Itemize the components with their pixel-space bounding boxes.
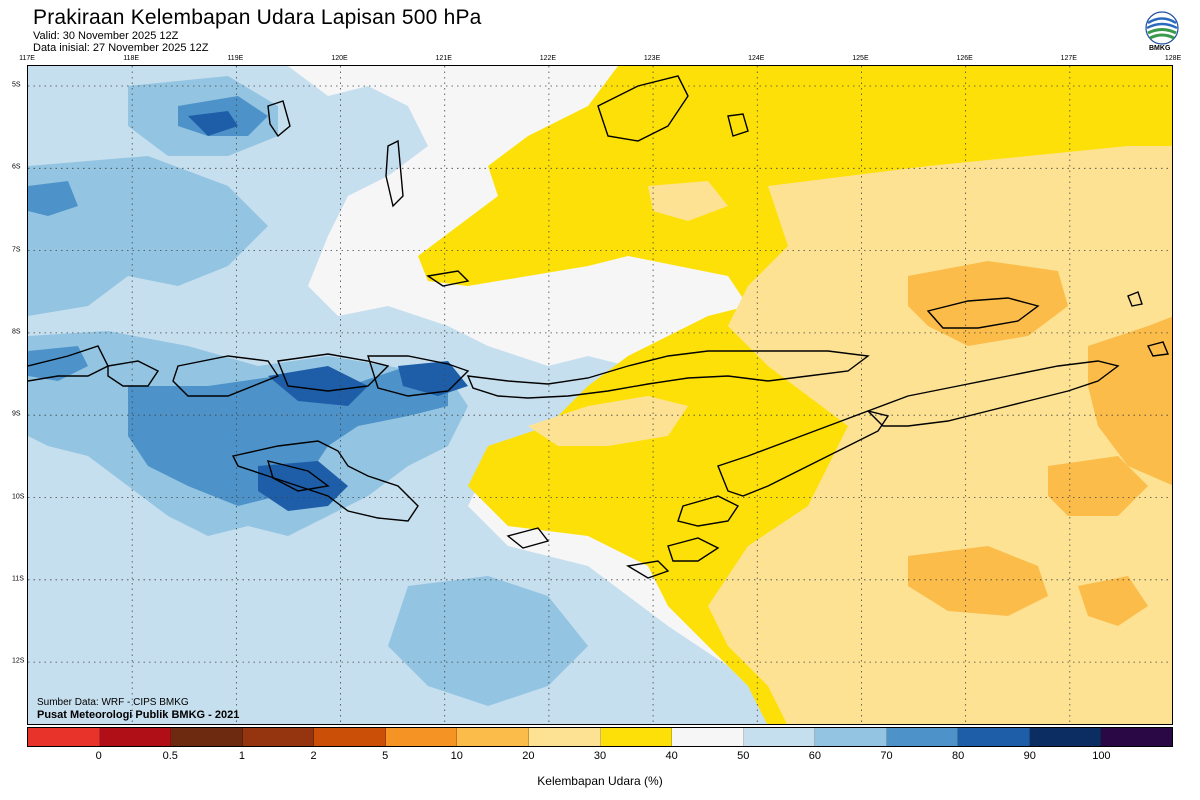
map-title: Prakiraan Kelembapan Udara Lapisan 500 h… <box>33 6 482 29</box>
colorbar-tick: 90 <box>1023 750 1036 762</box>
coastlines <box>28 75 1169 579</box>
colorbar-segment <box>1029 728 1102 746</box>
colorbar-segment <box>99 728 172 746</box>
longitude-label: 120E <box>331 55 348 62</box>
colorbar-segment <box>28 728 100 746</box>
bmkg-logo-icon <box>1145 11 1179 45</box>
source-text: Sumber Data: WRF - CIPS BMKG <box>37 697 189 708</box>
colorbar-segment <box>886 728 959 746</box>
colorbar-tick: 2 <box>310 750 317 762</box>
colorbar-segment <box>314 728 386 746</box>
graticule <box>28 66 1172 724</box>
longitude-label: 127E <box>1060 55 1077 62</box>
latitude-label: 9S <box>12 410 21 418</box>
colorbar-label: Kelembapan Udara (%) <box>537 774 663 788</box>
colorbar-tick: 60 <box>808 750 821 762</box>
colorbar-tick: 0 <box>95 750 102 762</box>
longitude-label: 121E <box>435 55 452 62</box>
longitude-label: 117E <box>19 55 35 62</box>
colorbar-segment <box>528 728 601 746</box>
initial-time: Data inisial: 27 November 2025 12Z <box>33 42 209 54</box>
latitude-label: 7S <box>12 246 21 254</box>
colorbar-tick: 10 <box>450 750 463 762</box>
colorbar-tick: 80 <box>952 750 965 762</box>
longitude-label: 125E <box>852 55 869 62</box>
colorbar-tick: 40 <box>665 750 678 762</box>
longitude-label: 118E <box>123 55 140 62</box>
colorbar-tick: 50 <box>737 750 750 762</box>
latitude-label: 8S <box>12 328 21 336</box>
data-source-notes: Sumber Data: WRF - CIPS BMKG Pusat Meteo… <box>37 697 239 721</box>
humid-region-west <box>28 66 818 724</box>
valid-time: Valid: 30 November 2025 12Z <box>33 30 179 42</box>
colorbar-segment <box>242 728 315 746</box>
colorbar-segment <box>600 728 673 746</box>
longitude-label: 126E <box>956 55 973 62</box>
latitude-label: 12S <box>12 657 25 665</box>
longitude-label: 128E <box>1164 55 1182 62</box>
latitude-label: 6S <box>12 163 21 171</box>
longitude-label: 124E <box>748 55 765 62</box>
colorbar-tick: 100 <box>1092 750 1111 762</box>
colorbar-tick: 30 <box>593 750 607 762</box>
colorbar-segment <box>958 728 1030 746</box>
colorbar-segment <box>743 728 816 746</box>
longitude-label: 123E <box>643 55 661 62</box>
colorbar-tick: 5 <box>382 750 389 762</box>
colorbar-tick: 0.5 <box>162 750 178 762</box>
colorbar-tick: 1 <box>238 750 245 762</box>
colorbar-segment <box>815 728 887 746</box>
latitude-label: 10S <box>12 493 25 500</box>
colorbar-segment <box>672 728 744 746</box>
colorbar-tick: 70 <box>880 750 893 762</box>
logo-text: BMKG <box>1149 45 1171 52</box>
latitude-label: 5S <box>12 81 21 89</box>
credit-text: Pusat Meteorologi Publik BMKG - 2021 <box>37 709 240 721</box>
colorbar-segment <box>457 728 529 746</box>
colorbar-segment <box>171 728 243 746</box>
longitude-label: 122E <box>539 55 557 62</box>
dry-region-east <box>418 66 1172 724</box>
colorbar-tick: 20 <box>522 750 535 762</box>
colorbar-segment <box>1101 728 1172 746</box>
latitude-label: 11S <box>12 575 24 583</box>
colorbar-segment <box>385 728 458 746</box>
humidity-map <box>27 65 1173 725</box>
colorbar <box>27 727 1173 747</box>
longitude-label: 119E <box>227 55 244 62</box>
